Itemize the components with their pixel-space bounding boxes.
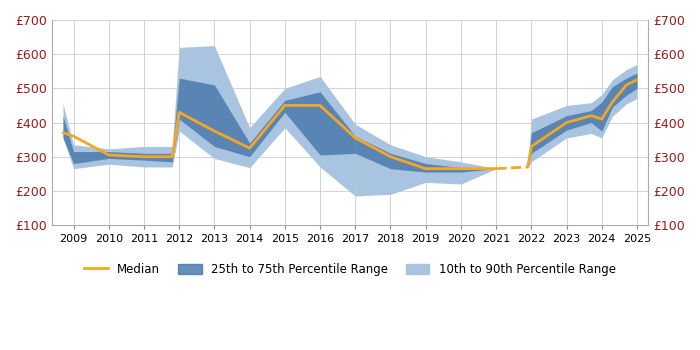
Legend: Median, 25th to 75th Percentile Range, 10th to 90th Percentile Range: Median, 25th to 75th Percentile Range, 1… [80,258,620,281]
